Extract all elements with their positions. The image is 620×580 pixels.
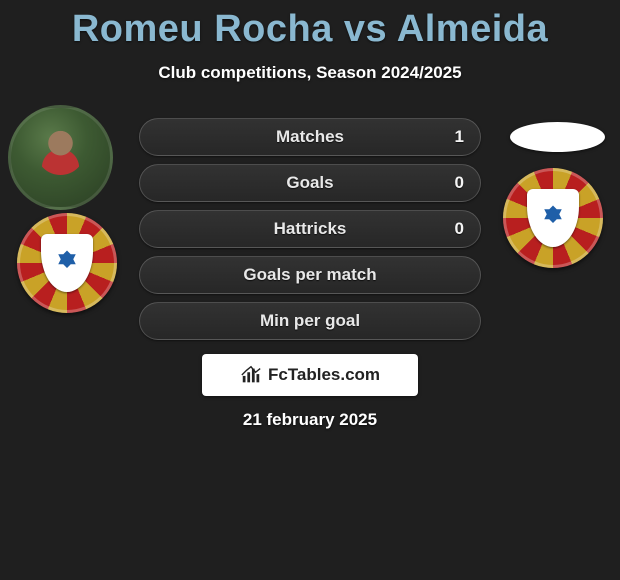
stat-row: Goals per match bbox=[139, 256, 481, 294]
stat-row: Matches 1 bbox=[139, 118, 481, 156]
stats-list: Matches 1 Goals 0 Hattricks 0 Goals per … bbox=[139, 118, 481, 348]
shield-icon bbox=[41, 234, 93, 292]
attribution-text: FcTables.com bbox=[268, 365, 380, 385]
date-label: 21 february 2025 bbox=[0, 410, 620, 430]
stat-label: Goals bbox=[286, 173, 333, 193]
page-title: Romeu Rocha vs Almeida bbox=[0, 0, 620, 51]
stat-value: 0 bbox=[455, 173, 464, 193]
attribution-badge: FcTables.com bbox=[202, 354, 418, 396]
shield-icon bbox=[527, 189, 579, 247]
club-crest-left bbox=[17, 213, 117, 313]
stat-row: Min per goal bbox=[139, 302, 481, 340]
stat-label: Min per goal bbox=[260, 311, 360, 331]
stat-label: Goals per match bbox=[243, 265, 376, 285]
page-subtitle: Club competitions, Season 2024/2025 bbox=[0, 63, 620, 83]
bar-chart-icon bbox=[240, 364, 262, 386]
player-left-photo bbox=[8, 105, 113, 210]
club-crest-right bbox=[503, 168, 603, 268]
stat-label: Matches bbox=[276, 127, 344, 147]
stat-label: Hattricks bbox=[274, 219, 347, 239]
stat-value: 0 bbox=[455, 219, 464, 239]
stat-row: Goals 0 bbox=[139, 164, 481, 202]
player-right-placeholder bbox=[510, 122, 605, 152]
comparison-card: Romeu Rocha vs Almeida Club competitions… bbox=[0, 0, 620, 580]
stat-value: 1 bbox=[455, 127, 464, 147]
stat-row: Hattricks 0 bbox=[139, 210, 481, 248]
